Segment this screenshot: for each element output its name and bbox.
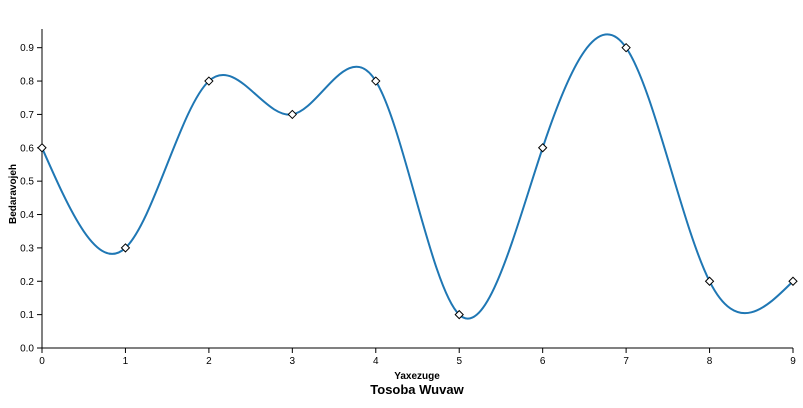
y-tick-label: 0.9 — [20, 43, 34, 54]
x-tick-label: 4 — [373, 356, 379, 367]
series-line — [41, 33, 794, 320]
y-axis: 0.0 0.1 0.2 0.3 0.4 0.5 0.6 0.7 0.8 0.9 — [20, 29, 43, 355]
x-tick-label: 6 — [540, 356, 546, 367]
y-axis-title: Bedaravojeh — [8, 164, 19, 224]
x-tick-label: 5 — [456, 356, 462, 367]
y-tick-label: 0.6 — [20, 143, 34, 154]
x-axis: 0 1 2 3 4 5 6 7 8 9 — [39, 347, 796, 367]
chart-title: Tosoba Wuvaw — [370, 382, 464, 397]
data-point-marker — [454, 309, 464, 320]
y-tick-label: 0.8 — [20, 77, 34, 88]
x-tick-label: 7 — [623, 356, 629, 367]
data-point-marker — [371, 76, 381, 86]
x-tick-label: 9 — [790, 356, 796, 367]
data-point-marker — [537, 143, 548, 153]
data-point-marker — [621, 42, 631, 53]
x-tick-label: 2 — [206, 356, 212, 367]
data-point-marker — [204, 76, 214, 86]
data-markers — [37, 42, 798, 320]
x-tick-label: 1 — [123, 356, 129, 367]
y-tick-label: 0.4 — [20, 210, 34, 221]
y-tick-label: 0.7 — [20, 110, 34, 121]
data-point-marker — [788, 276, 798, 286]
x-tick-label: 0 — [39, 356, 45, 367]
x-axis-title: Yaxezuge — [394, 371, 440, 382]
y-tick-label: 0.1 — [20, 310, 34, 321]
data-point-marker — [37, 143, 47, 153]
y-tick-label: 0.0 — [20, 344, 34, 355]
data-point-marker — [287, 109, 298, 120]
x-tick-label: 3 — [290, 356, 296, 367]
y-tick-label: 0.2 — [20, 277, 34, 288]
data-point-marker — [704, 276, 715, 286]
y-tick-label: 0.5 — [20, 177, 34, 188]
data-point-marker — [120, 243, 131, 253]
x-tick-label: 8 — [707, 356, 713, 367]
y-tick-label: 0.3 — [20, 243, 34, 254]
